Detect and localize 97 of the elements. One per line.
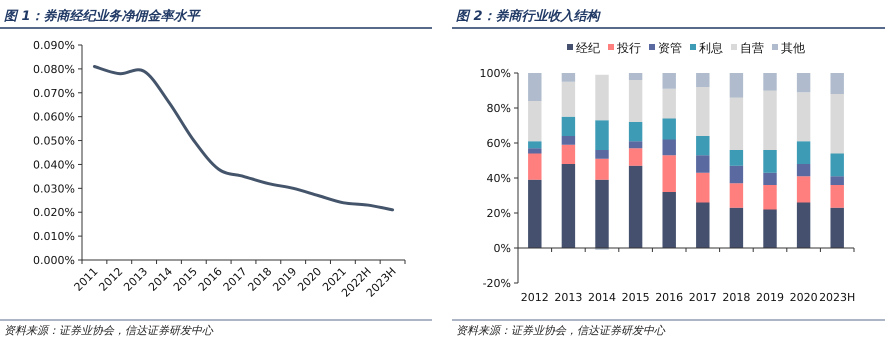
bar [528, 180, 542, 248]
bar [763, 172, 777, 185]
legend-label: 资管 [658, 41, 682, 55]
bar [796, 141, 810, 164]
y-tick-label: 60% [486, 137, 511, 150]
bar [763, 185, 777, 210]
x-tick-label: 2016 [655, 291, 684, 304]
bar [796, 202, 810, 248]
legend-label: 投行 [616, 41, 641, 55]
text: 资料来源：证券业协会，信达证券研发中心 [4, 324, 214, 337]
legend-label: 利息 [699, 41, 723, 55]
bar [528, 73, 542, 101]
bar [628, 80, 642, 122]
bar [830, 94, 844, 154]
bar [528, 154, 542, 180]
bar [730, 98, 744, 150]
bar [628, 73, 642, 80]
y-tick-label: 0.090% [33, 39, 75, 52]
y-tick-label: 0.080% [33, 62, 75, 76]
text: 资料来源：证券业协会，信达证券研发中心 [456, 324, 666, 337]
y-tick-label: 100% [480, 67, 511, 80]
bar [730, 73, 744, 98]
x-tick-label: 2013 [554, 291, 582, 304]
legend-label: 经纪 [576, 41, 600, 55]
legend-label: 自营 [740, 41, 764, 55]
x-tick-label: 2019 [756, 291, 784, 304]
bar [562, 82, 576, 117]
line-series [92, 65, 394, 212]
y-tick-label: 0.060% [33, 110, 75, 124]
bar [562, 144, 576, 164]
y-tick-label: 0.040% [33, 158, 75, 172]
bar [662, 192, 676, 248]
x-tick-label: 2023H [819, 291, 856, 304]
x-tick-label: 2017 [688, 291, 717, 304]
bar [528, 141, 542, 148]
bar [763, 210, 777, 248]
y-tick-label: 0.000% [33, 254, 75, 267]
bar [730, 166, 744, 184]
bar [730, 183, 744, 208]
bar [628, 122, 642, 142]
chart-title: 图 2：券商行业收入结构 [456, 8, 602, 24]
bar [662, 118, 676, 140]
y-tick-label: 0.030% [33, 182, 75, 196]
bar [830, 208, 844, 248]
bar [696, 155, 710, 173]
y-tick-label: 0.050% [33, 134, 75, 148]
bar [830, 73, 844, 94]
y-tick-label: 0.070% [33, 86, 75, 100]
legend-label: 其他 [781, 41, 805, 55]
bar [796, 73, 810, 92]
y-tick-label: 0.020% [33, 206, 75, 220]
bar [528, 101, 542, 142]
y-tick-label: 0% [494, 242, 511, 255]
bar [696, 202, 710, 248]
x-tick-label: 2015 [622, 291, 650, 304]
bar [595, 120, 609, 150]
bar [763, 150, 777, 173]
bar [628, 148, 642, 166]
bar [562, 136, 576, 145]
x-tick-label: 2014 [588, 291, 616, 304]
y-tick-label: -20% [482, 277, 511, 290]
y-tick-label: 80% [486, 102, 511, 115]
bar [595, 180, 609, 248]
bar [830, 176, 844, 185]
bar [763, 73, 777, 90]
bar [696, 172, 710, 202]
bar [696, 87, 710, 136]
bar [595, 74, 609, 120]
bar [595, 150, 609, 159]
bar [562, 164, 576, 248]
bar [796, 176, 810, 202]
bar [562, 116, 576, 136]
bar [662, 88, 676, 118]
bar [562, 73, 576, 82]
bar [796, 92, 810, 142]
bar [830, 185, 844, 208]
bar [696, 73, 710, 87]
y-tick-label: 20% [486, 207, 511, 220]
bar [830, 154, 844, 176]
bar [696, 136, 710, 156]
x-tick-label: 2020 [790, 291, 818, 304]
bar [662, 140, 676, 156]
bar [662, 155, 676, 192]
x-tick-label: 2018 [722, 291, 750, 304]
bar [796, 164, 810, 176]
bar [528, 148, 542, 154]
bar [763, 90, 777, 150]
bar [730, 150, 744, 166]
y-tick-label: 0.010% [33, 230, 75, 244]
bar [628, 141, 642, 148]
bar [662, 73, 676, 89]
chart-title: 图 1：券商经纪业务净佣金率水平 [4, 8, 202, 24]
bar [730, 208, 744, 248]
x-tick-label: 2012 [520, 291, 549, 304]
y-tick-label: 40% [486, 172, 511, 185]
bar [628, 166, 642, 248]
bar [595, 158, 609, 180]
